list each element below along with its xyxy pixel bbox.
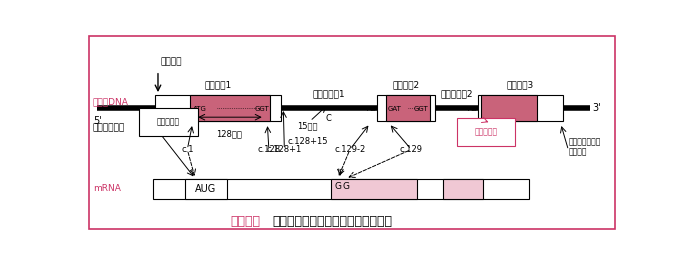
Text: AUG: AUG bbox=[195, 184, 217, 194]
Text: c.1: c.1 bbox=[181, 145, 193, 154]
Text: GAT: GAT bbox=[388, 106, 402, 112]
Text: c.128: c.128 bbox=[257, 145, 281, 154]
Text: AG: AG bbox=[367, 106, 377, 112]
Text: c.129: c.129 bbox=[400, 145, 422, 154]
Text: c.129-2: c.129-2 bbox=[334, 145, 365, 154]
FancyBboxPatch shape bbox=[139, 108, 198, 136]
Text: GGT: GGT bbox=[254, 106, 269, 112]
Text: 3': 3' bbox=[592, 103, 601, 113]
Text: 128塩基: 128塩基 bbox=[216, 129, 242, 138]
Bar bbox=[190, 95, 270, 121]
Bar bbox=[153, 179, 528, 199]
Text: C: C bbox=[325, 114, 332, 123]
Text: エクソン3: エクソン3 bbox=[507, 80, 534, 89]
Text: ゲノムDNA: ゲノムDNA bbox=[93, 97, 129, 107]
FancyBboxPatch shape bbox=[457, 118, 515, 146]
Text: シグナル: シグナル bbox=[568, 148, 587, 156]
Text: 遺伝子の構造とバリアント表記法: 遺伝子の構造とバリアント表記法 bbox=[272, 215, 393, 228]
Text: 開始コドン: 開始コドン bbox=[157, 118, 180, 127]
Text: c.128+1: c.128+1 bbox=[267, 145, 302, 154]
Text: 5': 5' bbox=[93, 116, 102, 126]
Bar bbox=[478, 95, 563, 121]
Bar bbox=[386, 95, 430, 121]
Text: G: G bbox=[334, 182, 341, 191]
Text: GGT: GGT bbox=[414, 106, 429, 112]
Text: 転写開始: 転写開始 bbox=[161, 58, 182, 67]
Text: ATG: ATG bbox=[193, 106, 206, 112]
Text: 付録図３: 付録図３ bbox=[230, 215, 260, 228]
Text: ポリアデニル化: ポリアデニル化 bbox=[568, 138, 601, 146]
Bar bbox=[332, 179, 417, 199]
Text: AG: AG bbox=[469, 106, 478, 112]
Text: イントロン2: イントロン2 bbox=[440, 89, 473, 98]
Bar bbox=[376, 95, 436, 121]
Text: mRNA: mRNA bbox=[93, 184, 121, 193]
Text: G: G bbox=[342, 182, 350, 191]
Text: プロモーター: プロモーター bbox=[93, 124, 125, 133]
Text: c.128+15: c.128+15 bbox=[287, 137, 327, 146]
Text: 終止コドン: 終止コドン bbox=[474, 128, 497, 137]
Text: イントロン1: イントロン1 bbox=[312, 89, 345, 98]
Bar bbox=[155, 95, 281, 121]
Text: エクソン1: エクソン1 bbox=[204, 80, 232, 89]
Bar bbox=[443, 179, 483, 199]
Text: エクソン2: エクソン2 bbox=[392, 80, 420, 89]
Text: 15塩基: 15塩基 bbox=[297, 121, 318, 130]
Bar bbox=[184, 179, 227, 199]
Bar bbox=[480, 95, 537, 121]
